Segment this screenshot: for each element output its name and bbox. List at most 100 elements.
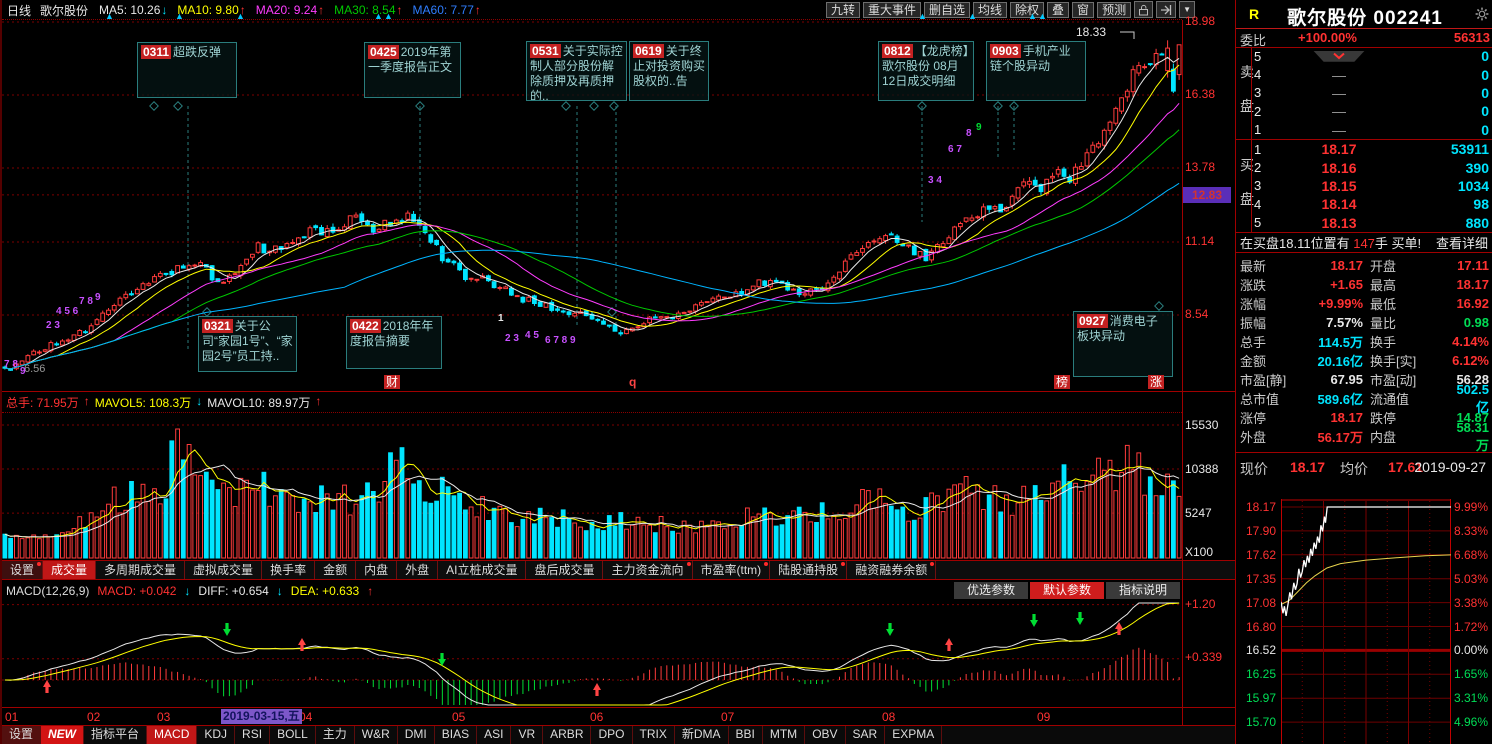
buy-row-5[interactable]: 5 18.13 880 xyxy=(1254,214,1489,231)
svg-text:7 8: 7 8 xyxy=(4,359,18,370)
indicator-tab-NEW[interactable]: NEW xyxy=(41,726,85,744)
volume-tab-1[interactable]: 成交量 xyxy=(43,561,97,579)
indicator-tab-指标平台[interactable]: 指标平台 xyxy=(84,726,148,744)
indicator-tab-DMI[interactable]: DMI xyxy=(398,726,435,744)
lock-icon[interactable] xyxy=(1134,1,1154,18)
macd-param-button-2[interactable]: 指标说明 xyxy=(1105,582,1180,599)
indicator-tab-KDJ[interactable]: KDJ xyxy=(197,726,236,744)
jump-to-latest-icon[interactable] xyxy=(1156,1,1177,18)
period-selector[interactable]: 日线 xyxy=(7,3,32,18)
toolbar-button-3[interactable]: 均线 xyxy=(973,1,1008,18)
indicator-tab-TRIX[interactable]: TRIX xyxy=(633,726,675,744)
volume-tab-10[interactable]: 主力资金流向 xyxy=(603,561,693,579)
volume-tab-13[interactable]: 融资融券余额 xyxy=(847,561,937,579)
news-date-badge: 0812 xyxy=(882,44,913,58)
sell-row-1[interactable]: 1—0 xyxy=(1254,121,1489,138)
news-annotation-0422[interactable]: 0422 2018年年度报告摘要 xyxy=(346,316,442,369)
volume-tab-7[interactable]: 外盘 xyxy=(397,561,439,579)
sell-row-4[interactable]: 4—0 xyxy=(1254,66,1489,83)
gear-icon[interactable] xyxy=(1475,7,1489,26)
sell-label-char: 盘 xyxy=(1240,98,1254,114)
indicator-tab-BBI[interactable]: BBI xyxy=(729,726,763,744)
news-annotation-0425[interactable]: 0425 2019年第一季度报告正文 xyxy=(364,42,461,98)
indicator-tab-MACD[interactable]: MACD xyxy=(147,726,198,744)
volume-tab-4[interactable]: 换手率 xyxy=(262,561,316,579)
toolbar-button-7[interactable]: 预测 xyxy=(1097,1,1132,18)
sell-row-2[interactable]: 2—0 xyxy=(1254,103,1489,120)
toolbar-button-6[interactable]: 窗 xyxy=(1072,1,1095,18)
indicator-tab-SAR[interactable]: SAR xyxy=(846,726,886,744)
indicator-tab-BIAS[interactable]: BIAS xyxy=(435,726,478,744)
volume-tab-8[interactable]: AI立桩成交量 xyxy=(438,561,527,579)
volume-tab-12[interactable]: 陆股通持股 xyxy=(770,561,848,579)
indicator-tab-RSI[interactable]: RSI xyxy=(235,726,271,744)
volume-tab-11[interactable]: 市盈率(ttm) xyxy=(693,561,771,579)
red-dot-icon xyxy=(841,562,846,566)
macd-chart[interactable] xyxy=(2,601,1182,707)
volume-tab-0[interactable]: 设置 xyxy=(2,561,44,579)
buy-row-1[interactable]: 1 18.17 53911 xyxy=(1254,141,1489,158)
buy-row-3[interactable]: 3 18.15 1034 xyxy=(1254,177,1489,194)
svg-text:8: 8 xyxy=(966,128,972,139)
stat-label: 量比 xyxy=(1370,316,1397,331)
indicator-tab-DPO[interactable]: DPO xyxy=(591,726,633,744)
event-badge-涨[interactable]: 涨 xyxy=(1148,375,1165,389)
news-annotation-0531[interactable]: 0531 关于实际控制人部分股份解除质押及再质押的.. xyxy=(526,41,627,101)
toolbar-button-0[interactable]: 九转 xyxy=(825,1,860,18)
ma-value-4: MA60: 7.77↑ xyxy=(413,3,481,17)
news-annotation-0903[interactable]: 0903 手机产业链个股异动 xyxy=(986,41,1086,101)
ma-trend-arrow-icon: ↑ xyxy=(396,3,403,17)
news-annotation-0927[interactable]: 0927 消费电子板块异动 xyxy=(1073,311,1173,377)
indicator-tab-ASI[interactable]: ASI xyxy=(477,726,512,744)
indicator-tab-EXPMA[interactable]: EXPMA xyxy=(885,726,943,744)
dropdown-icon[interactable]: ▼ xyxy=(1179,1,1195,18)
news-annotation-0321[interactable]: 0321 关于公司“家园1号”、“家园2号”员工持.. xyxy=(198,316,297,372)
red-dot-icon xyxy=(686,562,691,566)
toolbar-button-5[interactable]: 叠 xyxy=(1047,1,1070,18)
event-badge-q[interactable]: q xyxy=(629,375,637,389)
indicator-tab-OBV[interactable]: OBV xyxy=(805,726,846,744)
ma-trend-arrow-icon: ↑ xyxy=(474,3,481,17)
view-detail-link[interactable]: 查看详细 xyxy=(1435,236,1488,251)
volume-tab-6[interactable]: 内盘 xyxy=(356,561,398,579)
sell-row-3[interactable]: 3—0 xyxy=(1254,84,1489,101)
event-badge-财[interactable]: 财 xyxy=(384,375,401,389)
divider xyxy=(1236,252,1492,253)
order-alert-segment: 在买盘 xyxy=(1240,236,1280,251)
macd-param-button-0[interactable]: 优选参数 xyxy=(953,582,1028,599)
event-badge-榜[interactable]: 榜 xyxy=(1054,375,1071,389)
news-annotation-0812[interactable]: 0812 【龙虎榜】歌尔股份 08月12日成交明细 xyxy=(878,41,974,101)
volume-chart[interactable] xyxy=(2,413,1182,560)
volume-tab-3[interactable]: 虚拟成交量 xyxy=(185,561,263,579)
current-price-label: 现价 xyxy=(1240,461,1268,477)
indicator-tab-W&R[interactable]: W&R xyxy=(355,726,398,744)
toolbar-button-1[interactable]: 重大事件 xyxy=(862,1,921,18)
indicator-tab-VR[interactable]: VR xyxy=(511,726,544,744)
indicator-tab-ARBR[interactable]: ARBR xyxy=(543,726,592,744)
ma-text: MA10: 9.80 xyxy=(177,3,239,17)
volume-tab-5[interactable]: 金额 xyxy=(315,561,357,579)
ma-text: MA30: 8.54 xyxy=(334,3,396,17)
indicator-tab-MTM[interactable]: MTM xyxy=(763,726,806,744)
macd-param-button-1[interactable]: 默认参数 xyxy=(1029,582,1104,599)
news-annotation-0311[interactable]: 0311 超跌反弹 xyxy=(137,42,237,98)
price-axis-label: 16.38 xyxy=(1185,87,1216,101)
buy-row-2[interactable]: 2 18.16 390 xyxy=(1254,159,1489,176)
news-annotation-0619[interactable]: 0619 关于终止对投资购买股权的..告 xyxy=(629,41,709,101)
indicator-tab-设置[interactable]: 设置 xyxy=(2,726,42,744)
toolbar-button-2[interactable]: 删自选 xyxy=(923,1,970,18)
volume-tab-9[interactable]: 盘后成交量 xyxy=(526,561,604,579)
news-date-badge: 0321 xyxy=(202,319,233,333)
collapse-chevron-icon[interactable] xyxy=(1313,50,1365,62)
toolbar-button-4[interactable]: 除权 xyxy=(1010,1,1045,18)
intraday-mini-chart[interactable] xyxy=(1281,499,1451,744)
indicator-tab-新DMA[interactable]: 新DMA xyxy=(675,726,729,744)
volume-header-segment: MAVOL5: 108.3万 xyxy=(94,396,192,410)
volume-tab-2[interactable]: 多周期成交量 xyxy=(96,561,186,579)
svg-text:2 3: 2 3 xyxy=(46,320,60,331)
indicator-tab-主力[interactable]: 主力 xyxy=(316,726,355,744)
indicator-tab-BOLL[interactable]: BOLL xyxy=(270,726,316,744)
buy-row-4[interactable]: 4 18.14 98 xyxy=(1254,196,1489,213)
